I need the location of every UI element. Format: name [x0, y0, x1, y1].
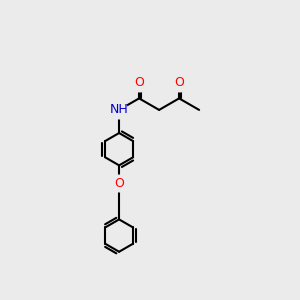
Text: O: O [174, 76, 184, 89]
Text: NH: NH [110, 103, 128, 116]
Text: O: O [134, 76, 144, 89]
Text: O: O [114, 177, 124, 190]
